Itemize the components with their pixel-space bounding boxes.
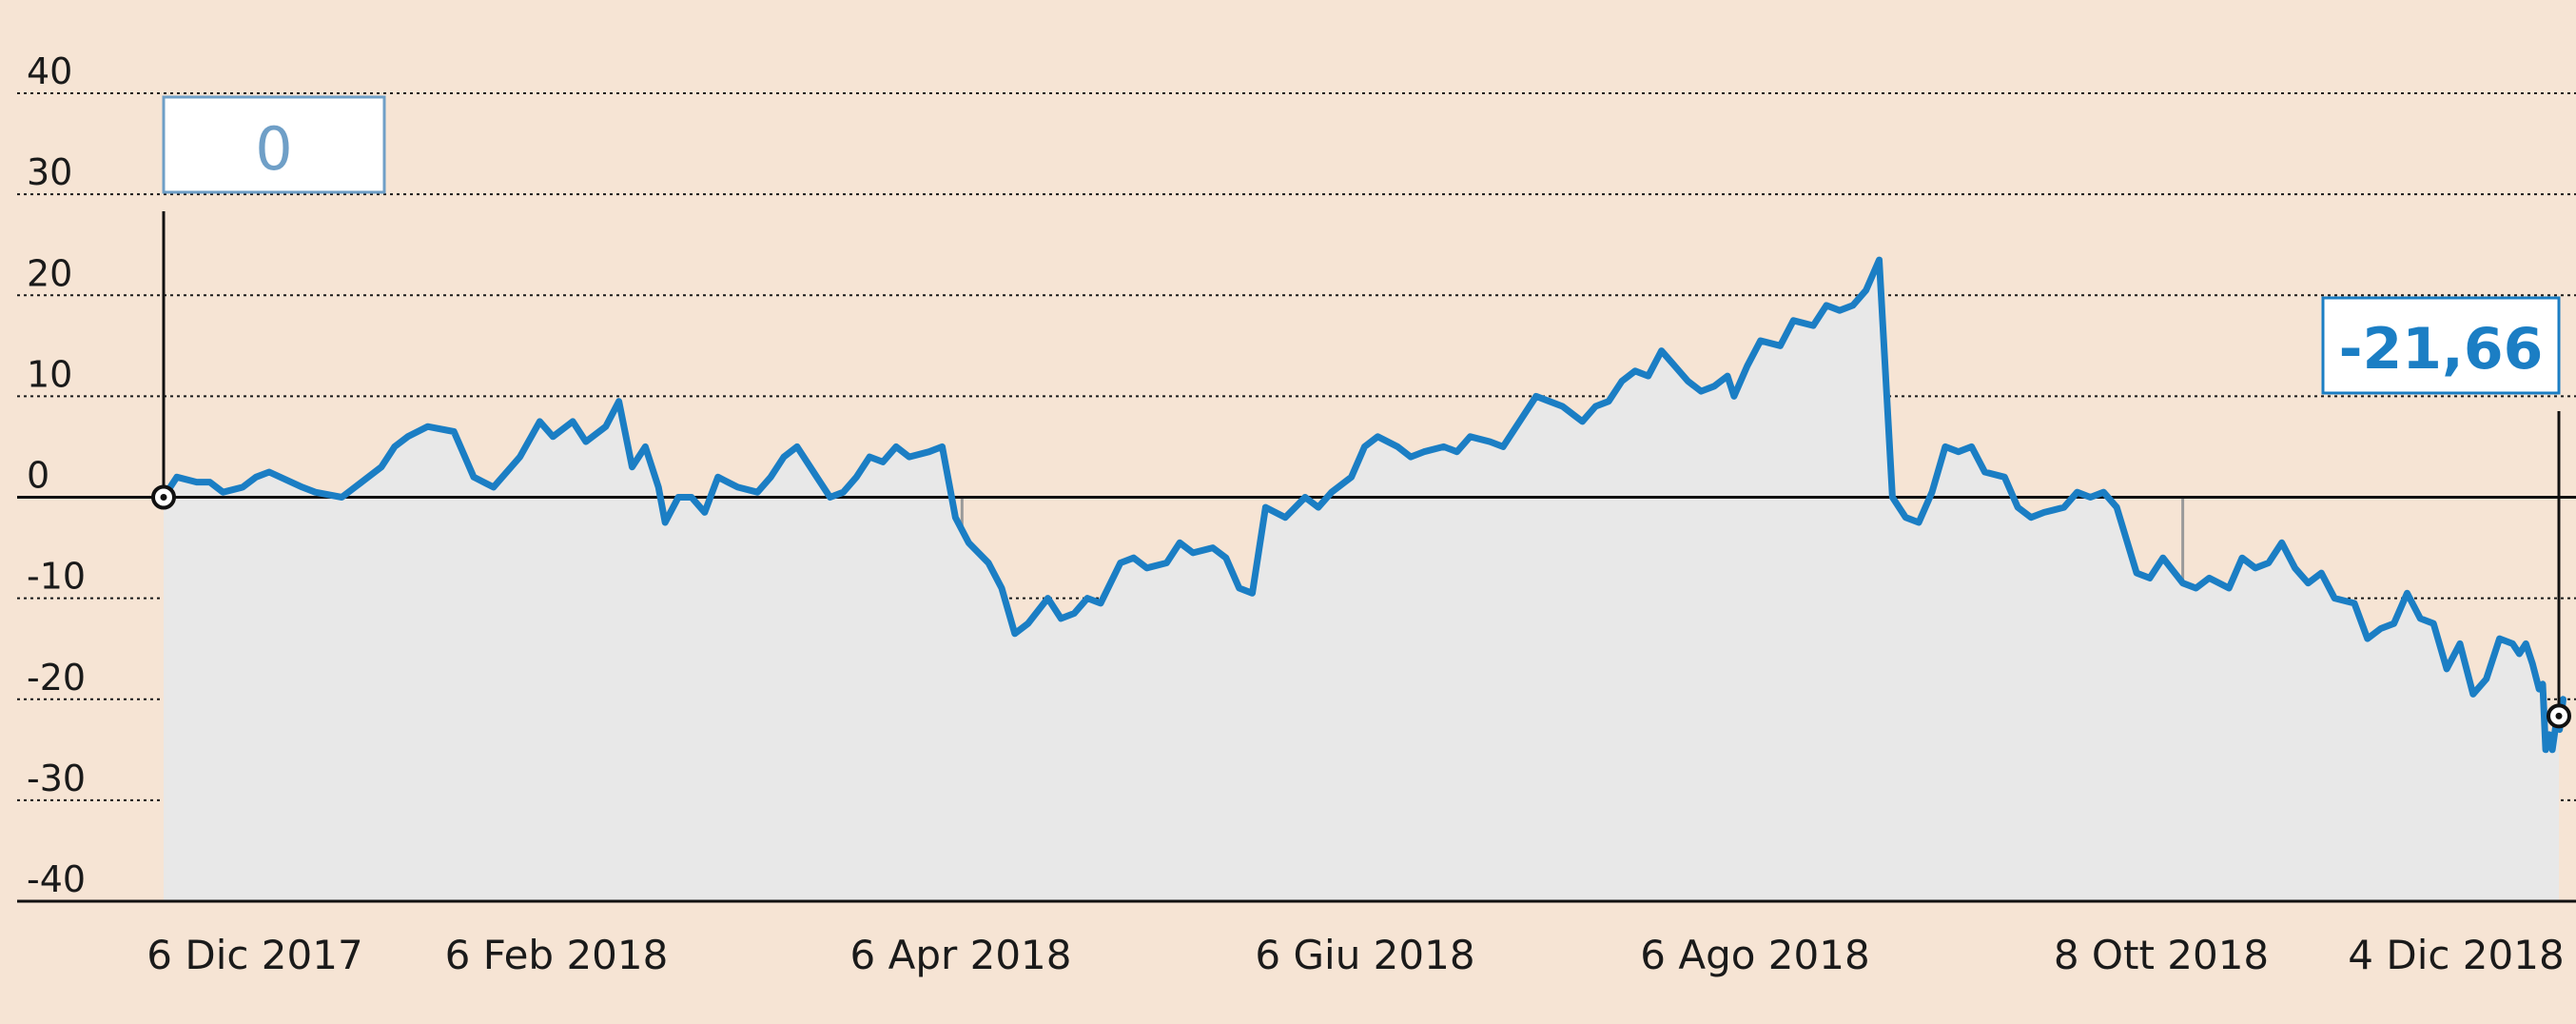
x-tick-label: 6 Dic 2017	[146, 932, 362, 978]
y-tick-label: 10	[27, 353, 72, 395]
y-tick-label: 30	[27, 151, 72, 193]
annotation-group: 0 -21,66	[151, 95, 2571, 729]
y-tick-label: -20	[27, 657, 86, 699]
end-value-label: -21,66	[2339, 316, 2544, 383]
y-tick-label: -10	[27, 556, 86, 598]
y-tick-label: 20	[27, 252, 72, 294]
x-tick-label: 6 Giu 2018	[1255, 932, 1474, 978]
end-value-box	[2321, 296, 2561, 395]
start-value-label: 0	[255, 114, 292, 184]
y-tick-label: 0	[27, 455, 49, 497]
x-tick-label: 4 Dic 2018	[2348, 932, 2564, 978]
axis-group: 40 30 20 10 0 -10 -20 -30 -40 6 Dic 2017 6 Feb 201…	[17, 50, 2576, 978]
y-tick-label: -40	[27, 858, 86, 900]
y-tick-label: 40	[27, 50, 72, 92]
area-group	[164, 260, 2564, 902]
area-fill	[164, 260, 2564, 902]
series-group	[160, 256, 2566, 754]
y-tick-label: -30	[27, 758, 86, 799]
x-tick-label: 6 Ago 2018	[1640, 932, 1869, 978]
series-line	[160, 256, 2566, 754]
start-value-box	[162, 95, 386, 194]
x-tick-label: 6 Apr 2018	[850, 932, 1072, 978]
x-tick-label: 6 Feb 2018	[445, 932, 669, 978]
end-point-marker-dot	[2555, 712, 2563, 719]
start-point-marker-dot	[160, 494, 167, 501]
x-tick-label: 8 Ott 2018	[2054, 932, 2269, 978]
